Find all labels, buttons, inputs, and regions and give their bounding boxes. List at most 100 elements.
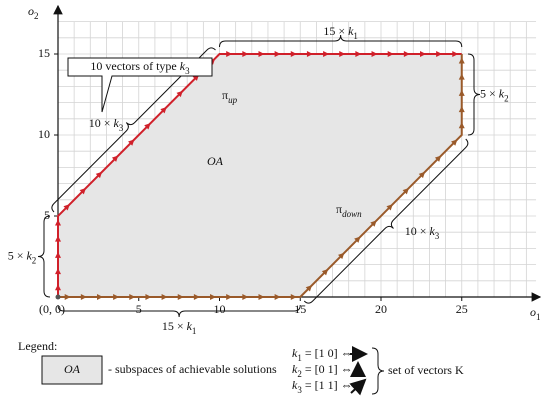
arrowhead [274, 51, 281, 57]
arrowhead [371, 51, 378, 57]
text-part: down [342, 209, 362, 219]
y-tick-label: 5 [44, 208, 50, 222]
arrowhead [339, 51, 346, 57]
arrowhead [176, 90, 183, 98]
arrowhead [242, 51, 249, 57]
arrowhead [111, 155, 119, 162]
arrowhead [458, 89, 465, 96]
vector-def: k2 = [0 1] ⇔ [292, 362, 353, 379]
y-tick-label: 15 [38, 46, 50, 60]
text-part: k [348, 24, 354, 38]
arrowhead [403, 51, 410, 57]
brace-label: 5 × k2 [480, 86, 509, 103]
text-part: 10 vectors of type [90, 59, 179, 73]
text-part: 2 [504, 94, 509, 104]
text-part: k [113, 116, 119, 130]
arrowhead [418, 171, 426, 179]
text-part: 5 × [480, 86, 499, 100]
arrowhead [128, 139, 135, 146]
brace-label: 10 × k3 [405, 224, 440, 241]
text-part: k [429, 224, 435, 238]
k3-arrow [349, 378, 367, 396]
text-part: 1 [536, 312, 541, 322]
legend-box-label: OA [64, 362, 81, 376]
arrowhead [55, 235, 61, 242]
text-part: 10 × [405, 224, 430, 238]
arrowhead [226, 294, 233, 300]
arrowhead [321, 268, 329, 276]
brace [467, 53, 481, 136]
text-part: = [1 0] ⇔ [302, 346, 353, 360]
arrowhead [370, 220, 377, 227]
arrowhead [354, 236, 361, 243]
text-part: 15 × [162, 319, 187, 333]
arrowhead [458, 122, 465, 129]
arrowhead [274, 294, 281, 300]
text-part: 3 [185, 66, 190, 76]
brace-label: 5 × k2 [8, 248, 37, 265]
text-part: up [228, 95, 238, 105]
arrowhead [160, 106, 167, 114]
text-part: 1 [353, 31, 358, 41]
text-part: k [187, 319, 193, 333]
arrowhead [458, 57, 465, 64]
vector-def: k3 = [1 1] ⇔ [292, 378, 353, 395]
legend-box [41, 355, 103, 385]
achievable-region [58, 54, 462, 297]
text-part: 3 [297, 385, 302, 395]
x-axis-label: o1 [530, 305, 541, 322]
arrowhead [161, 294, 168, 300]
x-tick-label: 20 [375, 302, 387, 316]
arrowhead [258, 51, 265, 57]
arrowhead [306, 51, 313, 57]
arrowhead [145, 294, 152, 300]
arrowhead [258, 294, 265, 300]
legend-brace [371, 347, 385, 395]
legend-title: Legend: [18, 339, 57, 353]
callout-text: 10 vectors of type k3 [90, 59, 190, 76]
brace [219, 34, 463, 48]
text-part: 3 [119, 123, 124, 133]
text-part: k [499, 86, 505, 100]
text-part: 1 [297, 353, 302, 363]
arrowhead [129, 294, 136, 300]
arrowhead [63, 204, 70, 211]
text-part: o [28, 4, 34, 18]
arrowhead [337, 252, 345, 260]
pi-down-label: πdown [336, 202, 362, 219]
text-part: 1 [192, 326, 197, 336]
vector-def: k1 = [1 0] ⇔ [292, 346, 353, 363]
text-part: = [0 1] ⇔ [302, 362, 353, 376]
x-tick-label: 10 [214, 302, 226, 316]
arrowhead [242, 294, 249, 300]
text-part: o [530, 305, 536, 319]
arrowhead [55, 284, 61, 291]
arrowhead [387, 51, 394, 57]
text-part: π [222, 88, 228, 102]
text-part: k [292, 346, 298, 360]
arrowhead [177, 294, 184, 300]
x-tick-label: 15 [294, 302, 306, 316]
arrowhead [458, 73, 465, 80]
callout-box [67, 57, 213, 113]
arrowhead [434, 155, 442, 162]
arrowhead [96, 294, 103, 300]
arrowhead [55, 251, 61, 258]
origin [55, 294, 61, 300]
text-part: = [1 1] ⇔ [302, 378, 353, 392]
y-tick-label: 10 [38, 127, 50, 141]
arrowhead [436, 51, 443, 57]
arrowhead [451, 139, 458, 146]
arrowhead [386, 204, 393, 211]
arrowhead [79, 187, 86, 195]
text-part: 2 [34, 11, 39, 21]
brace [57, 304, 301, 318]
text-part: k [292, 362, 298, 376]
arrowhead [226, 51, 233, 57]
legend-desc: - subspaces of achievable solutions [108, 362, 277, 376]
arrowhead [458, 106, 465, 113]
arrowhead [55, 268, 61, 275]
arrowhead [290, 294, 297, 300]
x-tick-label: 5 [136, 302, 142, 316]
